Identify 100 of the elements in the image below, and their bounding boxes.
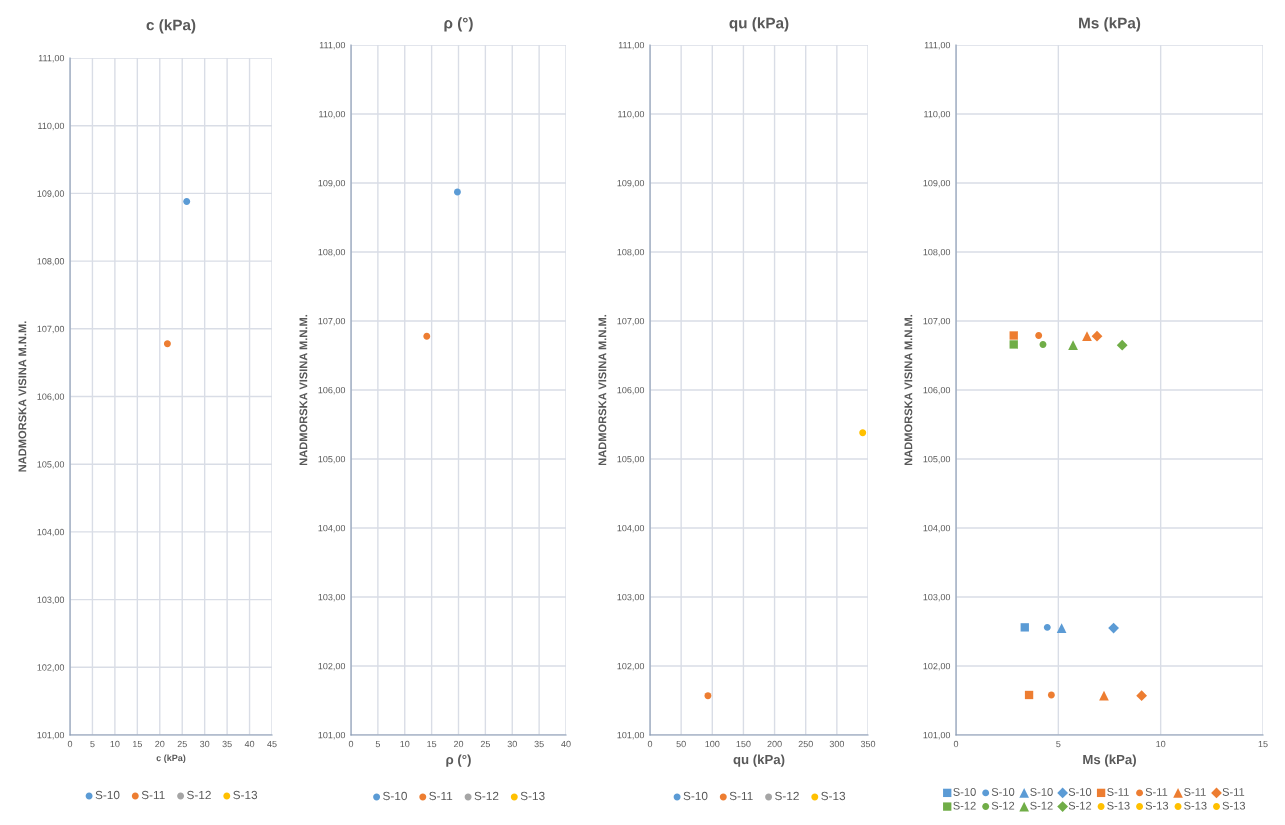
y-tick-label: 104,00 bbox=[37, 528, 65, 537]
x-tick-label: 15 bbox=[133, 740, 142, 748]
x-tick-label: 5 bbox=[1056, 740, 1061, 748]
legend-label: S-10 bbox=[95, 790, 120, 800]
y-tick-label: 104,00 bbox=[617, 524, 645, 533]
y-tick-label: 106,00 bbox=[318, 386, 346, 395]
y-tick-label: 108,00 bbox=[923, 248, 951, 257]
y-tick-label: 102,00 bbox=[923, 662, 951, 671]
legend-label: S-13 bbox=[233, 790, 258, 800]
y-tick-label: 101,00 bbox=[318, 731, 346, 740]
point bbox=[1082, 331, 1092, 342]
y-tick-label: 104,00 bbox=[318, 524, 346, 533]
x-tick-label: 25 bbox=[177, 740, 187, 748]
y-tick-label: 108,00 bbox=[37, 258, 65, 266]
point bbox=[1116, 339, 1128, 351]
legend-label: S-12 bbox=[1030, 801, 1053, 810]
y-tick-label: 103,00 bbox=[37, 596, 65, 605]
legend-label: S-11 bbox=[141, 790, 165, 800]
y-tick-label: 110,00 bbox=[38, 122, 65, 131]
x-tick-label: 50 bbox=[676, 740, 686, 748]
y-tick-label: 102,00 bbox=[318, 662, 346, 671]
chart-title: c (kPa) bbox=[146, 19, 196, 34]
chart-title: qu (kPa) bbox=[729, 17, 789, 32]
y-tick-label: 106,00 bbox=[617, 386, 645, 395]
legend-label: S-13 bbox=[1184, 801, 1207, 810]
x-tick-label: 350 bbox=[860, 740, 876, 748]
x-tick-label: 40 bbox=[244, 740, 255, 748]
y-tick-label: 102,00 bbox=[37, 664, 65, 672]
legend-label: S-13 bbox=[1107, 801, 1130, 810]
legend-label: S-10 bbox=[953, 788, 976, 796]
y-tick-label: 111,00 bbox=[618, 41, 645, 50]
legend-label: S-12 bbox=[775, 791, 799, 801]
y-tick-label: 103,00 bbox=[617, 593, 645, 602]
y-tick-label: 111,00 bbox=[319, 41, 346, 50]
x-tick-label: 0 bbox=[67, 740, 73, 748]
chart-title: ρ (°) bbox=[444, 17, 473, 32]
legend-label: S-11 bbox=[1145, 788, 1168, 796]
x-tick-label: 0 bbox=[647, 740, 653, 748]
x-tick-label: 25 bbox=[480, 740, 491, 748]
x-tick-label: 20 bbox=[155, 740, 165, 748]
x-tick-label: 35 bbox=[534, 740, 544, 748]
y-tick-label: 105,00 bbox=[318, 455, 346, 464]
x-tick-label: 0 bbox=[953, 740, 959, 748]
legend-label: S-11 bbox=[1184, 788, 1206, 796]
legend-label: S-12 bbox=[1068, 801, 1092, 810]
x-axis-title: Ms (kPa) bbox=[1083, 754, 1136, 767]
x-tick-label: 100 bbox=[705, 740, 720, 748]
y-tick-label: 106,00 bbox=[37, 393, 65, 401]
x-tick-label: 0 bbox=[348, 740, 354, 748]
legend-label: S-12 bbox=[953, 801, 976, 810]
x-tick-label: 200 bbox=[767, 740, 782, 748]
y-tick-label: 105,00 bbox=[923, 455, 951, 464]
y-tick-label: 110,00 bbox=[319, 110, 346, 119]
y-tick-label: 101,00 bbox=[923, 731, 951, 740]
legend-label: S-12 bbox=[187, 790, 211, 800]
legend-label: S-10 bbox=[683, 791, 708, 801]
point bbox=[1091, 330, 1103, 342]
y-tick-label: 101,00 bbox=[37, 731, 65, 740]
y-tick-label: 109,00 bbox=[923, 179, 951, 188]
y-tick-label: 109,00 bbox=[617, 179, 645, 188]
point bbox=[1056, 623, 1067, 633]
x-tick-label: 10 bbox=[1156, 740, 1166, 748]
y-tick-label: 105,00 bbox=[617, 455, 645, 464]
x-tick-label: 30 bbox=[507, 740, 517, 748]
point bbox=[1136, 690, 1148, 702]
y-axis-title: NADMORSKA VISINA M.N.M. bbox=[299, 314, 308, 466]
point bbox=[1009, 340, 1018, 349]
legend-label: S-11 bbox=[429, 791, 453, 801]
y-tick-label: 109,00 bbox=[37, 190, 65, 198]
point bbox=[1043, 623, 1051, 631]
legend-label: S-11 bbox=[1107, 788, 1129, 796]
legend-label: S-12 bbox=[991, 801, 1015, 810]
legend-label: S-11 bbox=[729, 791, 753, 801]
y-tick-label: 110,00 bbox=[924, 110, 951, 119]
chart-title: Ms (kPa) bbox=[1079, 17, 1141, 32]
y-tick-label: 107,00 bbox=[923, 317, 951, 326]
x-tick-label: 150 bbox=[736, 740, 751, 748]
x-tick-label: 45 bbox=[267, 740, 277, 748]
legend-label: S-10 bbox=[991, 788, 1015, 796]
legend-label: S-12 bbox=[474, 791, 499, 801]
x-tick-label: 15 bbox=[1258, 740, 1268, 748]
y-tick-label: 107,00 bbox=[37, 325, 65, 334]
y-tick-label: 111,00 bbox=[38, 54, 65, 63]
legend-label: S-13 bbox=[1145, 801, 1169, 810]
x-tick-label: 250 bbox=[798, 740, 813, 748]
x-tick-label: 40 bbox=[561, 740, 571, 748]
y-tick-label: 104,00 bbox=[923, 524, 951, 533]
legend-label: S-10 bbox=[1030, 788, 1053, 796]
y-axis-title: NADMORSKA VISINA M.N.M. bbox=[904, 314, 913, 466]
point bbox=[1099, 690, 1109, 701]
legend-label: S-13 bbox=[520, 791, 545, 801]
x-axis-title: ρ (°) bbox=[446, 754, 471, 767]
y-axis-title: NADMORSKA VISINA M.N.M. bbox=[598, 314, 607, 466]
y-tick-label: 103,00 bbox=[923, 593, 951, 602]
legend-label: S-10 bbox=[383, 791, 407, 801]
x-tick-label: 10 bbox=[400, 740, 410, 748]
x-tick-label: 15 bbox=[427, 740, 437, 748]
y-tick-label: 101,00 bbox=[617, 731, 645, 740]
x-axis-title: c (kPa) bbox=[156, 754, 186, 763]
y-tick-label: 105,00 bbox=[37, 461, 65, 469]
